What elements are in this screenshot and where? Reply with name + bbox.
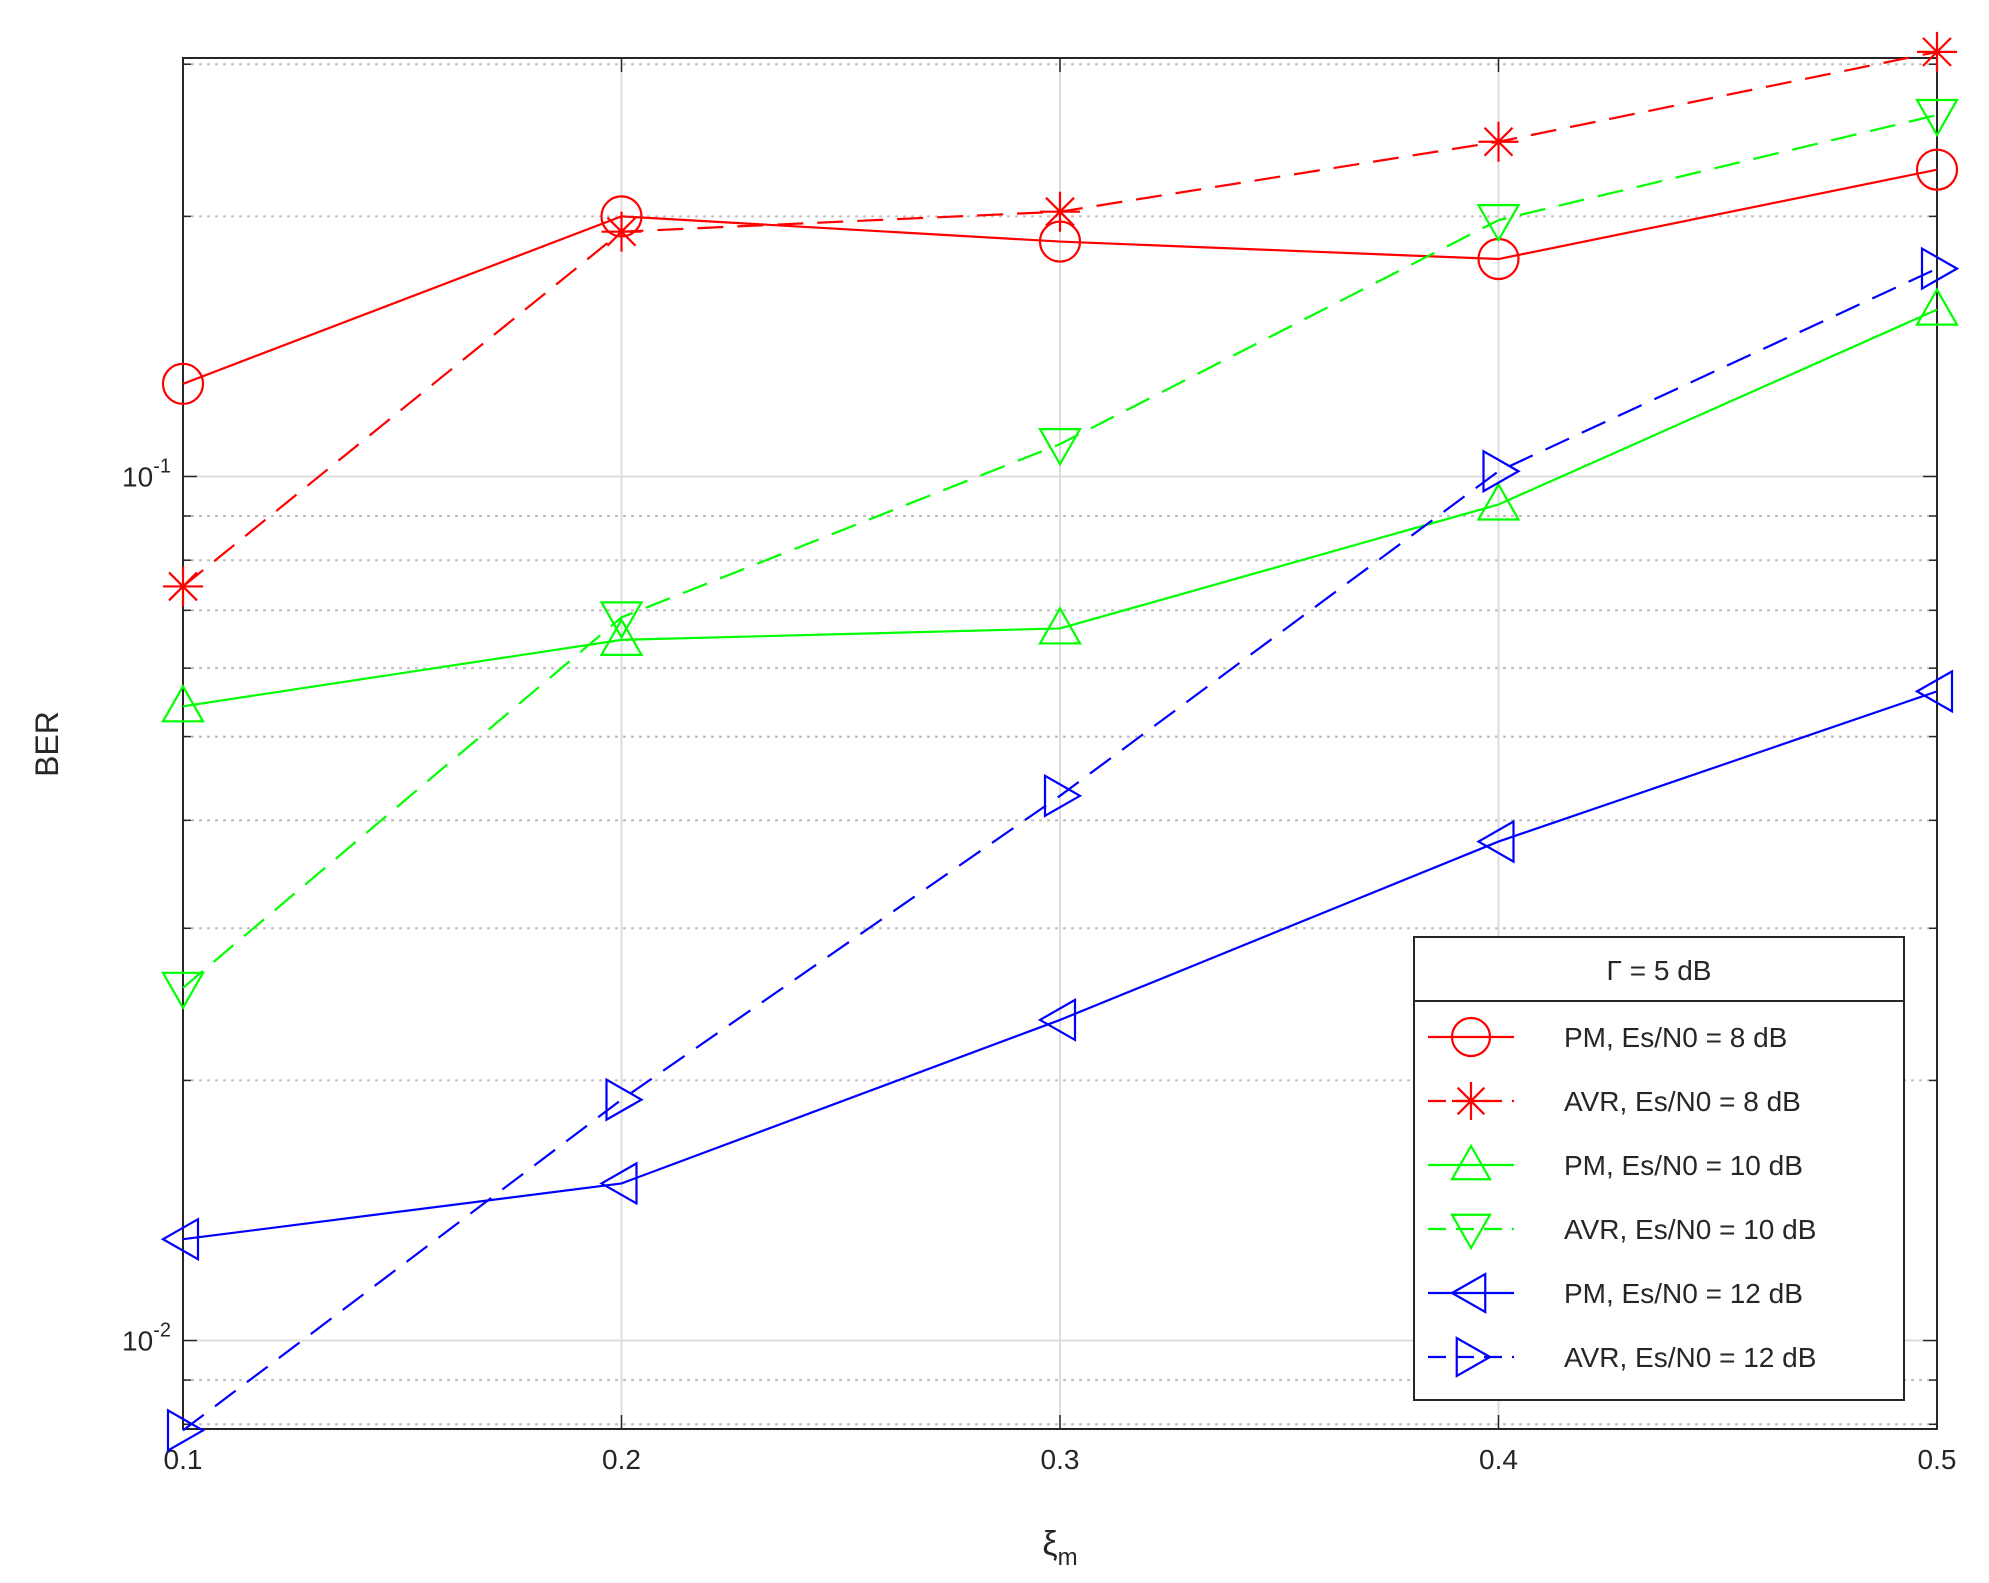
marker <box>1455 1336 1493 1378</box>
marker <box>163 566 203 607</box>
marker <box>1920 246 1960 291</box>
marker <box>1482 449 1521 494</box>
marker <box>1478 121 1519 162</box>
marker <box>1449 1272 1487 1314</box>
marker <box>1914 669 1954 714</box>
y-tick-label: 10-2 <box>122 1320 171 1357</box>
marker <box>605 1077 644 1122</box>
marker <box>1917 31 1957 72</box>
marker <box>1037 998 1077 1042</box>
marker <box>160 1217 200 1262</box>
marker <box>599 617 644 656</box>
series-line <box>182 267 1938 1432</box>
series-line <box>182 168 1938 385</box>
marker <box>1450 1143 1492 1181</box>
x-tick-label: 0.2 <box>602 1444 641 1475</box>
series-line <box>182 308 1938 708</box>
y-axis-label: BER <box>29 711 65 777</box>
marker <box>1476 819 1515 864</box>
series-line <box>182 113 1938 989</box>
marker <box>161 684 205 723</box>
legend-label: AVR, Es/N0 = 8 dB <box>1564 1086 1801 1117</box>
marker <box>1040 191 1080 232</box>
marker <box>161 362 205 405</box>
marker <box>161 971 205 1011</box>
marker <box>1450 1213 1492 1251</box>
marker <box>599 1161 638 1206</box>
marker <box>1915 287 1959 326</box>
marker <box>1476 482 1521 521</box>
x-tick-label: 0.4 <box>1479 1444 1518 1475</box>
y-tick-base: 10 <box>122 1326 153 1357</box>
marker <box>1450 1016 1492 1058</box>
plot-frame <box>182 57 1938 1430</box>
legend-label: PM, Es/N0 = 8 dB <box>1564 1022 1787 1053</box>
x-tick-label: 0.5 <box>1918 1444 1957 1475</box>
marker <box>1915 148 1959 191</box>
legend-title: Γ = 5 dB <box>1607 955 1712 986</box>
y-tick-exponent: -1 <box>153 455 171 477</box>
marker <box>599 601 644 640</box>
series-line <box>182 690 1938 1241</box>
y-tick-label: 10-1 <box>122 455 171 492</box>
legend-label: PM, Es/N0 = 10 dB <box>1564 1150 1803 1181</box>
marker <box>1038 428 1082 467</box>
marker <box>601 211 642 252</box>
x-label-main: ξ <box>1042 1525 1057 1563</box>
x-tick-label: 0.3 <box>1041 1444 1080 1475</box>
legend-label: AVR, Es/N0 = 10 dB <box>1564 1214 1816 1245</box>
marker <box>1476 204 1521 243</box>
x-axis-label: ξm <box>1042 1525 1077 1571</box>
marker <box>1043 773 1083 818</box>
legend-label: PM, Es/N0 = 12 dB <box>1564 1278 1803 1309</box>
marker <box>1038 606 1082 645</box>
legend-label: AVR, Es/N0 = 12 dB <box>1564 1342 1816 1373</box>
legend-box <box>1413 936 1905 1401</box>
x-label-sub: m <box>1058 1544 1078 1571</box>
marker <box>1452 1082 1490 1120</box>
y-tick-exponent: -2 <box>153 1320 171 1342</box>
y-tick-base: 10 <box>122 461 153 492</box>
marker <box>166 1408 206 1453</box>
marker <box>1915 98 1959 138</box>
